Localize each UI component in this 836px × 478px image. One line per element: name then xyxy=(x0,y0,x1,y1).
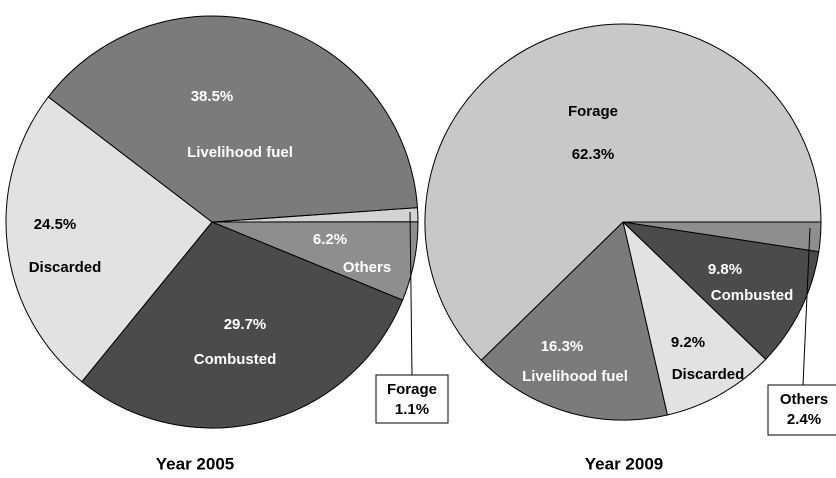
slice-label: Others xyxy=(780,391,828,408)
value-label: 9.8% xyxy=(708,261,742,278)
value-label: 29.7% xyxy=(224,316,267,333)
slice-label: Combusted xyxy=(711,287,794,304)
value-label: 62.3% xyxy=(572,146,615,163)
value-label: 6.2% xyxy=(313,231,347,248)
slice-label: Others xyxy=(343,259,391,276)
chart-title: Year 2005 xyxy=(156,454,234,473)
pie-slice xyxy=(480,221,669,421)
slice-label: Discarded xyxy=(672,366,745,383)
chart-title: Year 2009 xyxy=(585,454,663,473)
slice-label: Livelihood fuel xyxy=(187,144,293,161)
value-label: 1.1% xyxy=(395,401,429,418)
callout-box xyxy=(375,374,449,424)
value-label: 38.5% xyxy=(191,88,234,105)
pie-slice xyxy=(424,23,822,361)
pie-slice xyxy=(47,15,419,223)
value-label: 24.5% xyxy=(34,216,77,233)
pie-slice xyxy=(621,221,820,361)
slice-label: Forage xyxy=(387,381,437,398)
callout-box xyxy=(767,384,836,436)
pie-slice xyxy=(622,220,767,416)
value-label: 9.2% xyxy=(671,334,705,351)
slice-label: Combusted xyxy=(194,351,277,368)
pie-slice xyxy=(5,96,213,383)
value-label: 16.3% xyxy=(541,338,584,355)
leader-line xyxy=(802,227,811,386)
slice-label: Livelihood fuel xyxy=(522,368,628,385)
pie-slice xyxy=(81,221,404,429)
slice-label: Forage xyxy=(568,103,618,120)
leader-line xyxy=(409,211,413,376)
slice-label: Discarded xyxy=(29,259,102,276)
value-label: 2.4% xyxy=(787,411,821,428)
